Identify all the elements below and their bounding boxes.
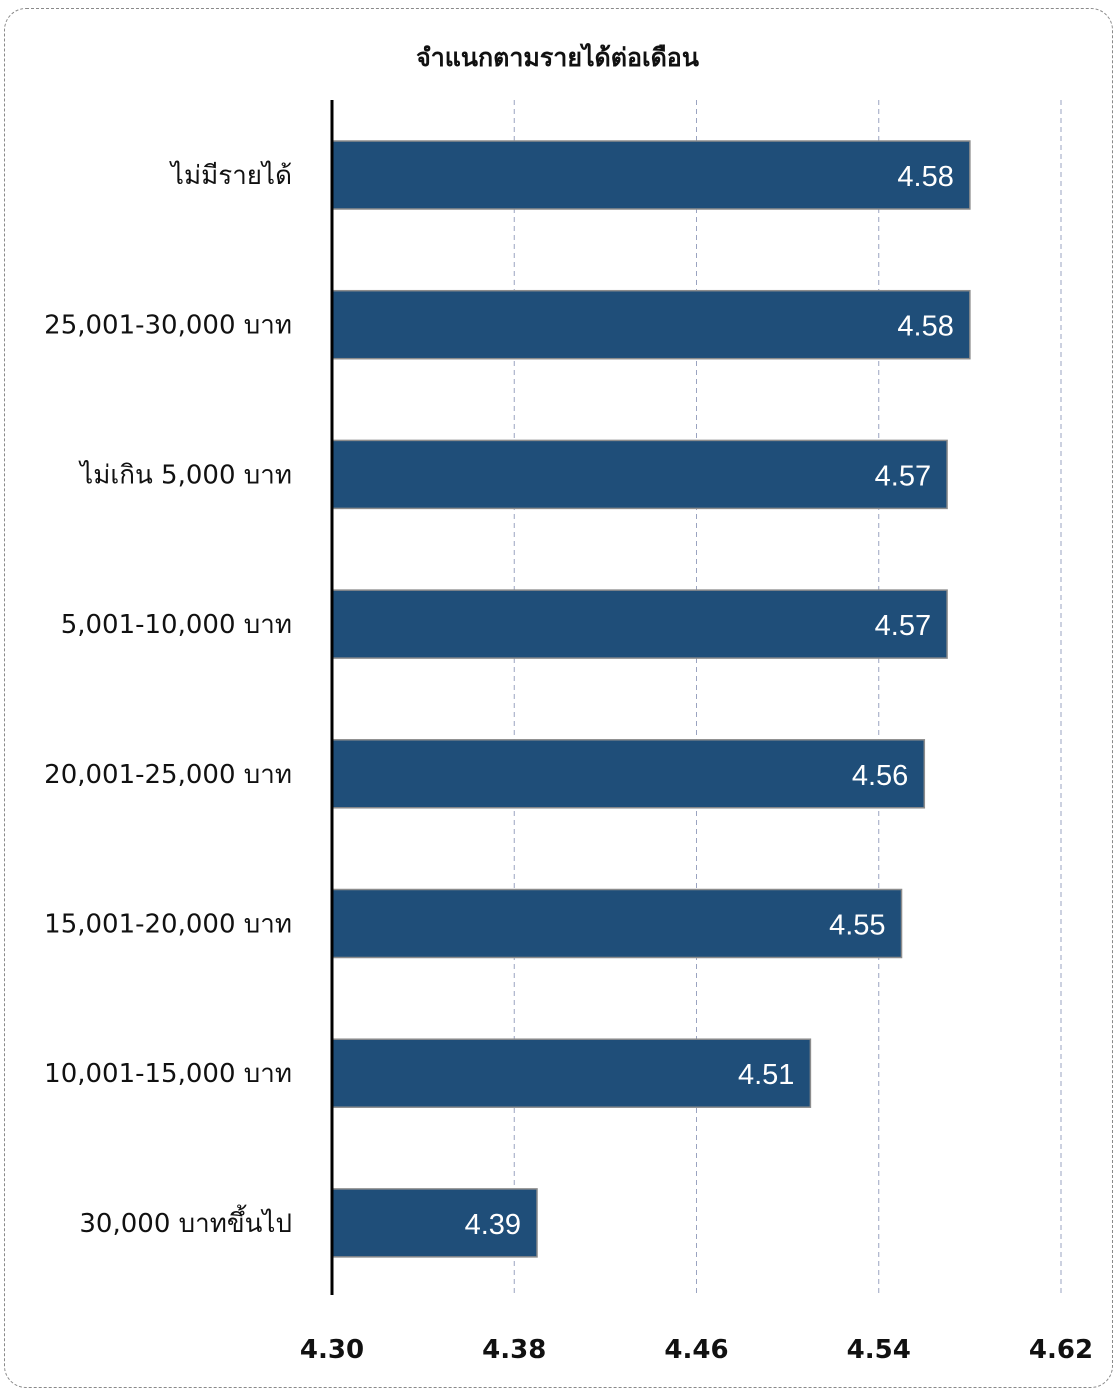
bar-value-label: 4.57 (875, 610, 931, 642)
x-tick-label: 4.62 (1029, 1335, 1093, 1365)
category-label: 5,001-10,000 บาท (61, 610, 292, 640)
category-label: 10,001-15,000 บาท (44, 1059, 292, 1089)
x-tick-label: 4.54 (847, 1335, 911, 1365)
x-tick-label: 4.30 (300, 1335, 364, 1365)
bar-value-label: 4.56 (852, 760, 908, 792)
chart-frame (4, 8, 1113, 1388)
bar (331, 1188, 538, 1258)
bar-value-label: 4.55 (829, 910, 885, 942)
x-tick-label: 4.46 (664, 1335, 728, 1365)
bar (331, 289, 971, 360)
chart-title: จำแนกตามรายได้ต่อเดือน (416, 43, 699, 72)
bar (331, 140, 971, 210)
bar (331, 439, 948, 510)
bar (331, 888, 903, 959)
bar (331, 589, 948, 659)
bar-value-label: 4.58 (897, 311, 953, 343)
x-tick-label: 4.38 (482, 1335, 546, 1365)
bar (331, 739, 926, 809)
category-label: ไม่มีรายได้ (169, 160, 292, 191)
category-label: 20,001-25,000 บาท (44, 760, 292, 790)
bar-value-label: 4.51 (738, 1059, 794, 1091)
bar-value-label: 4.39 (465, 1209, 521, 1241)
bar-value-label: 4.58 (897, 161, 953, 193)
category-label: 15,001-20,000 บาท (44, 910, 292, 940)
category-label: 30,000 บาทขึ้นไป (79, 1204, 292, 1239)
category-label: 25,001-30,000 บาท (44, 311, 292, 341)
bar-value-label: 4.57 (875, 460, 931, 492)
category-label: ไม่เกิน 5,000 บาท (78, 459, 292, 490)
